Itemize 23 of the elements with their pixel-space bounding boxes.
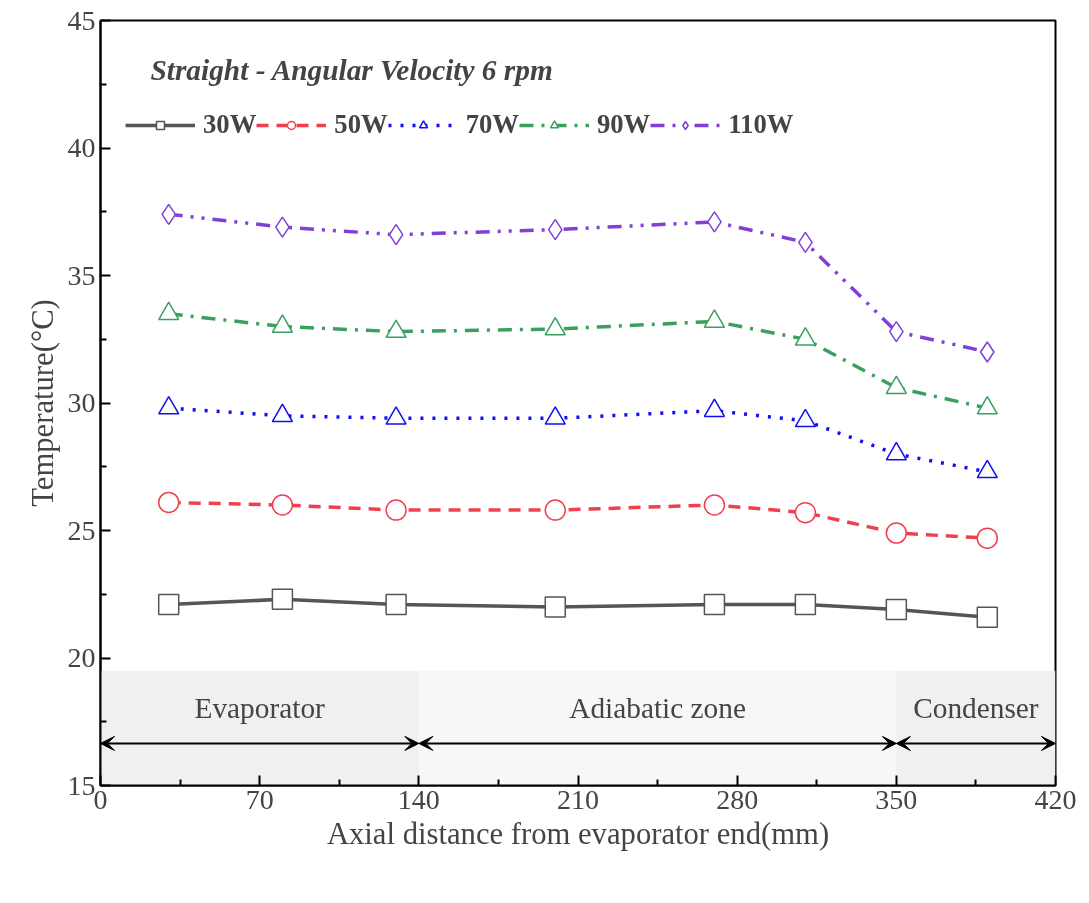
x-tick-label: 350	[875, 783, 918, 815]
x-tick-label: 420	[1034, 783, 1077, 815]
legend-label: 110W	[728, 109, 794, 140]
y-axis-title: Temperature(°C)	[25, 299, 60, 507]
x-tick-label: 280	[716, 783, 759, 815]
x-tick-label: 140	[397, 783, 440, 815]
legend-label: 70W	[465, 109, 519, 140]
y-tick-label: 35	[67, 259, 96, 291]
x-axis-title: Axial distance from evaporator end(mm)	[326, 816, 830, 851]
y-tick-label: 20	[67, 642, 96, 673]
y-tick-label: 45	[67, 4, 96, 36]
y-tick-label: 25	[67, 514, 96, 546]
y-tick-label: 40	[67, 132, 96, 163]
band-label: Evaporator	[194, 692, 326, 725]
legend-label: 50W	[334, 109, 388, 140]
band-label: Adiabatic zone	[569, 692, 746, 725]
legend-label: 30W	[203, 109, 257, 140]
legend-label: 90W	[596, 109, 651, 140]
x-tick-label: 70	[245, 783, 274, 815]
text: Straight - Angular Velocity 6 rpm	[150, 53, 553, 86]
x-tick-label: 210	[557, 783, 599, 815]
band-label: Condenser	[913, 692, 1039, 725]
y-tick-label: 30	[67, 387, 96, 418]
